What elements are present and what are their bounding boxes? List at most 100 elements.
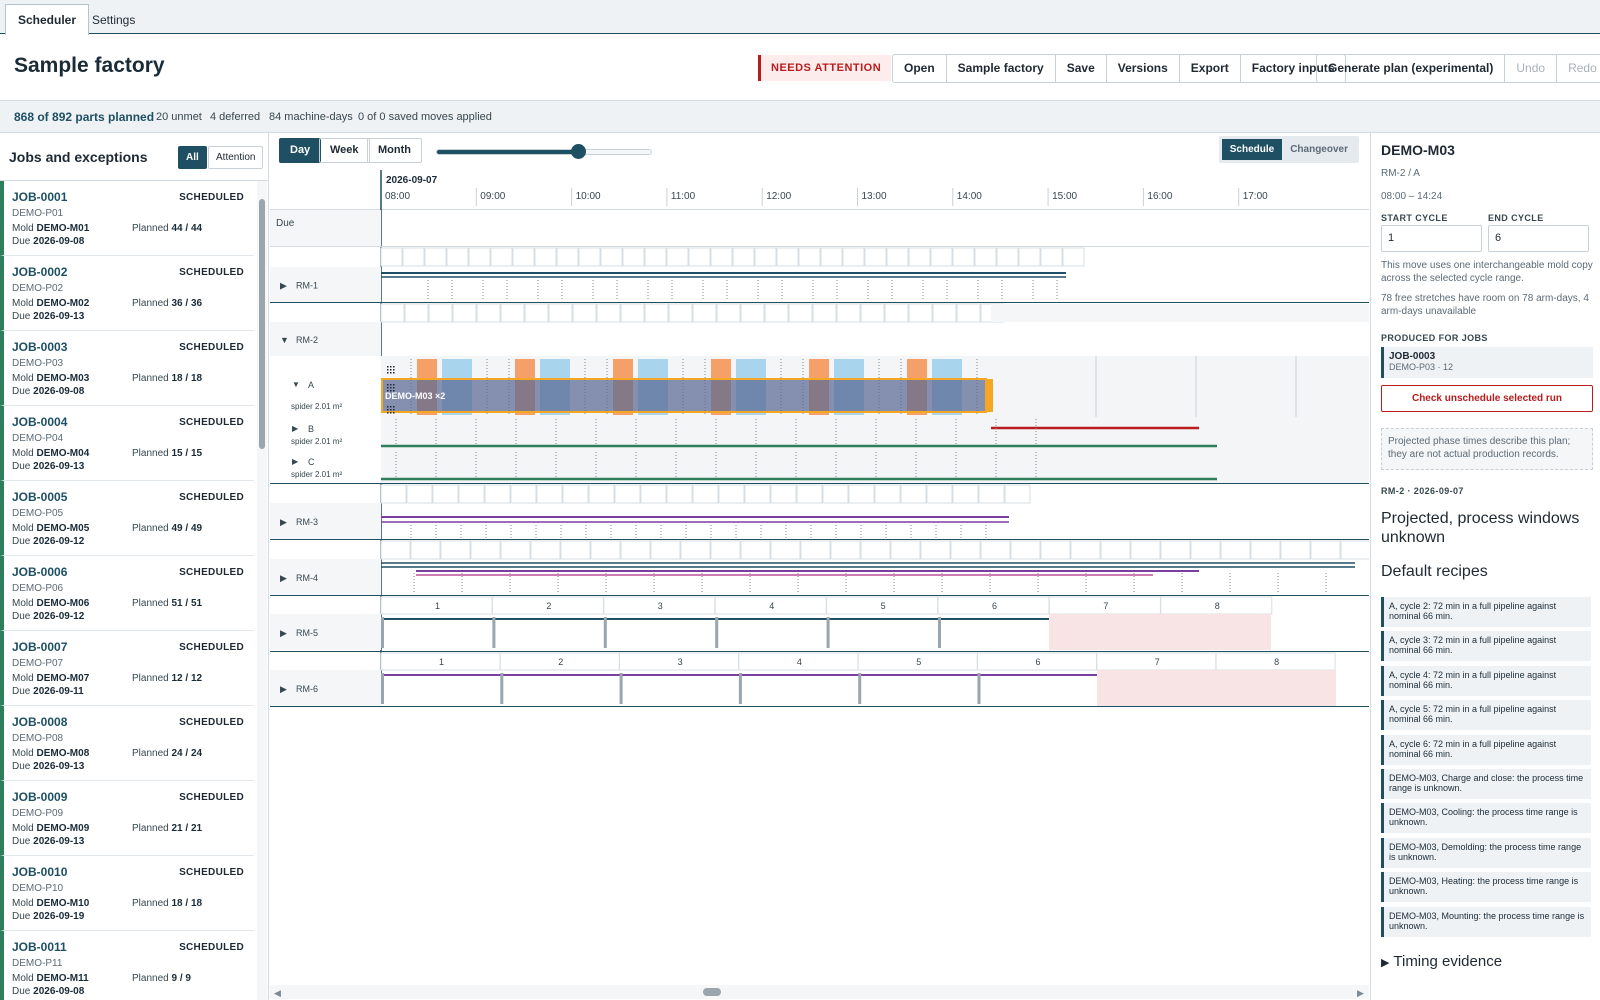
drag-grip-icon[interactable] [390,390,392,392]
drag-grip-icon[interactable] [390,372,392,374]
drag-grip-icon[interactable] [390,406,392,408]
job-id: JOB-0003 [12,340,68,354]
cycle-cell [956,303,981,323]
cycle-number: 2 [546,601,551,611]
drag-grip-icon[interactable] [387,369,389,371]
open-button[interactable]: Open [904,61,935,75]
horizontal-scrollbar-thumb[interactable] [703,988,721,996]
drag-grip-icon[interactable] [393,366,395,368]
job-item[interactable]: JOB-0008 SCHEDULED DEMO-P08 Mold DEMO-M08 Pl… [0,706,254,781]
machine-label-cell [270,503,381,539]
mode-schedule-button[interactable]: Schedule [1221,139,1283,160]
redo-button[interactable]: Redo [1556,55,1600,82]
drag-grip-icon[interactable] [387,372,389,374]
drag-grip-icon[interactable] [393,412,395,414]
drag-grip-icon[interactable] [387,390,389,392]
job-item[interactable]: JOB-0007 SCHEDULED DEMO-P07 Mold DEMO-M07 Pl… [0,631,254,706]
expand-caret-right-icon[interactable]: ▶ [280,281,287,291]
scroll-right-icon[interactable]: ▶ [1357,988,1364,998]
unschedule-run-button[interactable]: Check unschedule selected run [1381,385,1593,412]
job-item[interactable]: JOB-0001 SCHEDULED DEMO-P01 Mold DEMO-M01 Pl… [0,181,254,256]
export-button[interactable]: Export [1178,55,1240,82]
needs-attention-badge[interactable]: NEEDS ATTENTION [758,55,892,81]
drag-grip-icon[interactable] [390,366,392,368]
cycle-cell [1280,540,1311,560]
drag-grip-icon[interactable] [390,369,392,371]
cycle-cell [716,303,741,323]
end-cycle-input[interactable]: 6 [1488,225,1589,252]
zoom-slider[interactable] [436,144,652,159]
tab-settings[interactable]: Settings [92,13,136,27]
recipe-message: DEMO-M03, Heating: the process time rang… [1381,872,1591,903]
job-item[interactable]: JOB-0006 SCHEDULED DEMO-P06 Mold DEMO-M06 Pl… [0,556,254,631]
job-item[interactable]: JOB-0002 SCHEDULED DEMO-P02 Mold DEMO-M02 Pl… [0,256,254,331]
produced-job-item[interactable]: JOB-0003 DEMO-P03 · 12 [1381,347,1593,378]
expand-caret-right-icon[interactable]: ▶ [280,573,287,583]
expand-caret-down-icon[interactable]: ▼ [280,335,289,345]
expand-caret-right-icon[interactable]: ▶ [292,424,299,433]
drag-grip-icon[interactable] [387,409,389,411]
job-item[interactable]: JOB-0011 SCHEDULED DEMO-P11 Mold DEMO-M11 Pl… [0,931,254,1000]
zoom-slider-fill [437,150,579,154]
factory-inputs-button[interactable]: Factory inputs [1239,55,1346,82]
zoom-slider-knob[interactable] [571,144,587,159]
job-item[interactable]: JOB-0003 SCHEDULED DEMO-P03 Mold DEMO-M03 Pl… [0,331,254,406]
drag-grip-icon[interactable] [393,409,395,411]
drag-grip-icon[interactable] [387,406,389,408]
mode-changeover-button[interactable]: Changeover [1290,144,1348,155]
drag-grip-icon[interactable] [390,387,392,389]
generate-plan-button[interactable]: Generate plan (experimental) [1328,61,1494,75]
selected-run-bar[interactable] [381,378,987,413]
due-label: Due [12,536,31,547]
drag-grip-icon[interactable] [387,384,389,386]
job-part: DEMO-P08 [12,733,64,744]
planned-value: 44 / 44 [171,223,203,234]
mold-value: DEMO-M01 [36,223,90,234]
view-month-button[interactable]: Month [367,138,422,163]
drag-grip-icon[interactable] [387,412,389,414]
jobs-scrollbar[interactable] [257,181,267,1000]
start-cycle-input[interactable]: 1 [1381,225,1482,252]
changeover-marker [500,673,504,704]
job-item[interactable]: JOB-0010 SCHEDULED DEMO-P10 Mold DEMO-M10 Pl… [0,856,254,931]
due-label: Due [12,686,31,697]
filter-all-button[interactable]: All [178,146,207,169]
save-button[interactable]: Save [1054,55,1106,82]
drag-grip-icon[interactable] [393,387,395,389]
job-item[interactable]: JOB-0009 SCHEDULED DEMO-P09 Mold DEMO-M09 Pl… [0,781,254,856]
undo-button[interactable]: Undo [1504,55,1556,82]
scroll-left-icon[interactable]: ◀ [274,988,281,998]
drag-grip-icon[interactable] [393,406,395,408]
cycle-cell [524,303,549,323]
drag-grip-icon[interactable] [393,369,395,371]
horizontal-scrollbar[interactable] [270,985,1369,999]
resize-handle[interactable] [985,379,993,412]
recipe-message: DEMO-M03, Cooling: the process time rang… [1381,803,1591,834]
drag-grip-icon[interactable] [393,384,395,386]
drag-grip-icon[interactable] [387,366,389,368]
job-item[interactable]: JOB-0005 SCHEDULED DEMO-P05 Mold DEMO-M05 Pl… [0,481,254,556]
drag-grip-icon[interactable] [393,372,395,374]
jobs-scrollbar-thumb[interactable] [259,199,265,449]
view-day-button[interactable]: Day [279,138,322,163]
drag-grip-icon[interactable] [390,384,392,386]
expand-caret-right-icon[interactable]: ▶ [292,457,299,466]
drag-grip-icon[interactable] [393,390,395,392]
drag-grip-icon[interactable] [387,387,389,389]
tab-scheduler[interactable]: Scheduler [5,4,90,35]
drag-grip-icon[interactable] [390,409,392,411]
factory-button[interactable]: Sample factory [945,55,1055,82]
cycle-cell [620,540,651,560]
expand-caret-right-icon[interactable]: ▶ [280,628,287,638]
filter-attention-button[interactable]: Attention [208,146,264,169]
drag-grip-icon[interactable] [390,412,392,414]
expand-caret-right-icon[interactable]: ▶ [280,684,287,694]
expand-caret-down-icon[interactable]: ▼ [292,380,300,389]
versions-button[interactable]: Versions [1105,55,1179,82]
job-planned: Planned 12 / 12 [132,673,202,684]
timing-evidence-toggle[interactable]: ▶ Timing evidence [1381,953,1593,970]
expand-caret-right-icon[interactable]: ▶ [280,517,287,527]
view-week-button[interactable]: Week [319,138,370,163]
cycle-cell [800,540,831,560]
job-item[interactable]: JOB-0004 SCHEDULED DEMO-P04 Mold DEMO-M04 Pl… [0,406,254,481]
